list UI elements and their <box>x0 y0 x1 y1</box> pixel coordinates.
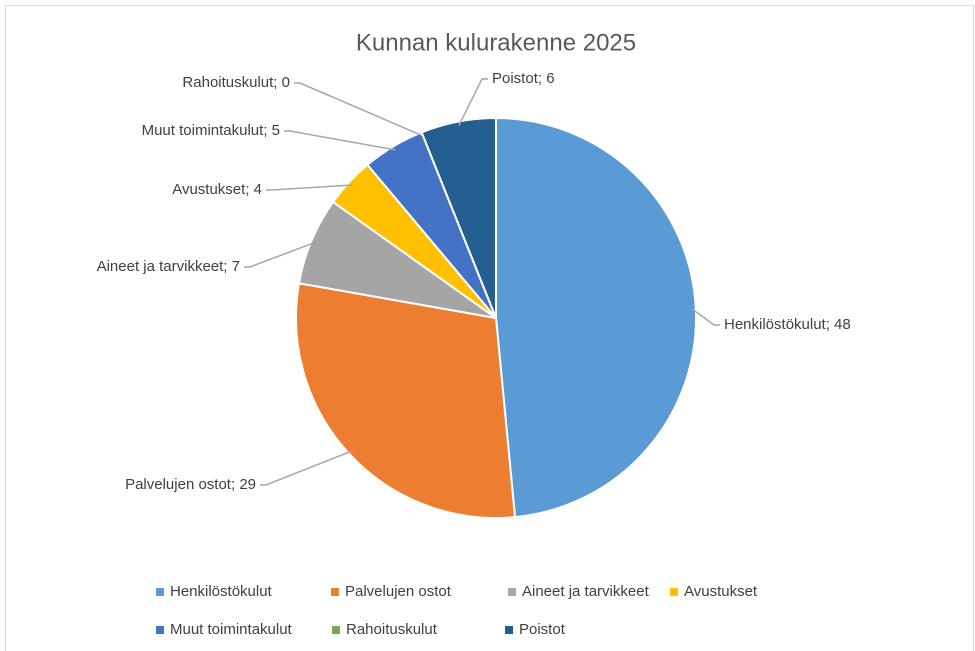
legend-label: Poistot <box>519 621 566 638</box>
legend-label: Muut toimintakulut <box>170 621 293 638</box>
legend-marker <box>670 588 678 596</box>
legend-marker <box>332 626 340 634</box>
data-label: Rahoituskulut; 0 <box>182 74 290 91</box>
legend-label: Henkilöstökulut <box>170 583 273 600</box>
legend-marker <box>156 626 164 634</box>
data-label: Palvelujen ostot; 29 <box>125 476 256 493</box>
leader-line <box>294 82 424 137</box>
chart-title: Kunnan kulurakenne 2025 <box>356 29 636 56</box>
data-label: Henkilöstökulut; 48 <box>724 316 851 333</box>
leader-line <box>260 450 353 486</box>
legend-marker <box>508 588 516 596</box>
data-label: Muut toimintakulut; 5 <box>142 122 280 139</box>
legend-marker <box>156 588 164 596</box>
leader-line <box>244 241 316 268</box>
legend-label: Avustukset <box>684 583 758 600</box>
legend-label: Aineet ja tarvikkeet <box>522 583 650 600</box>
data-label: Aineet ja tarvikkeet; 7 <box>97 258 240 275</box>
data-label: Avustukset; 4 <box>172 181 262 198</box>
leader-line <box>691 308 720 326</box>
leader-line <box>458 78 488 126</box>
legend-marker <box>505 626 513 634</box>
data-label: Poistot; 6 <box>492 70 555 87</box>
pie-slice <box>495 116 697 519</box>
leader-line <box>284 130 396 151</box>
pie-slice <box>420 116 497 319</box>
pie-slice <box>295 282 517 519</box>
legend-label: Rahoituskulut <box>346 621 438 638</box>
legend-marker <box>331 588 339 596</box>
legend-label: Palvelujen ostot <box>345 583 452 600</box>
leader-line <box>266 184 353 191</box>
